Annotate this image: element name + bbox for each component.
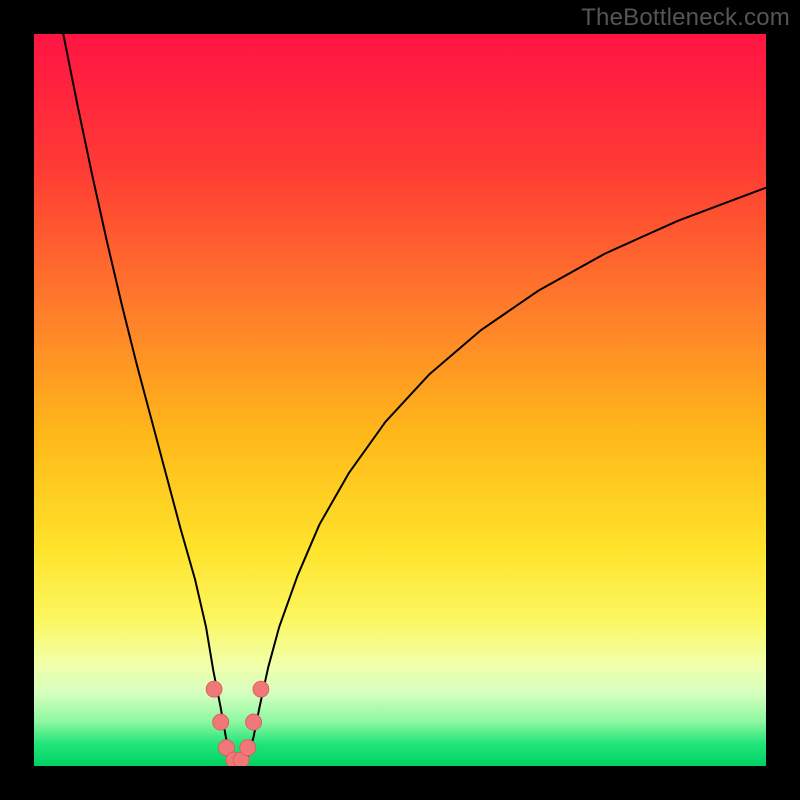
curve-marker	[253, 681, 269, 697]
chart-canvas: TheBottleneck.com	[0, 0, 800, 800]
curve-marker	[246, 714, 262, 730]
watermark-text: TheBottleneck.com	[581, 4, 790, 32]
chart-plot-background	[34, 34, 766, 766]
chart-svg	[0, 0, 800, 800]
curve-marker	[213, 714, 229, 730]
curve-marker	[240, 740, 256, 756]
curve-marker	[206, 681, 222, 697]
